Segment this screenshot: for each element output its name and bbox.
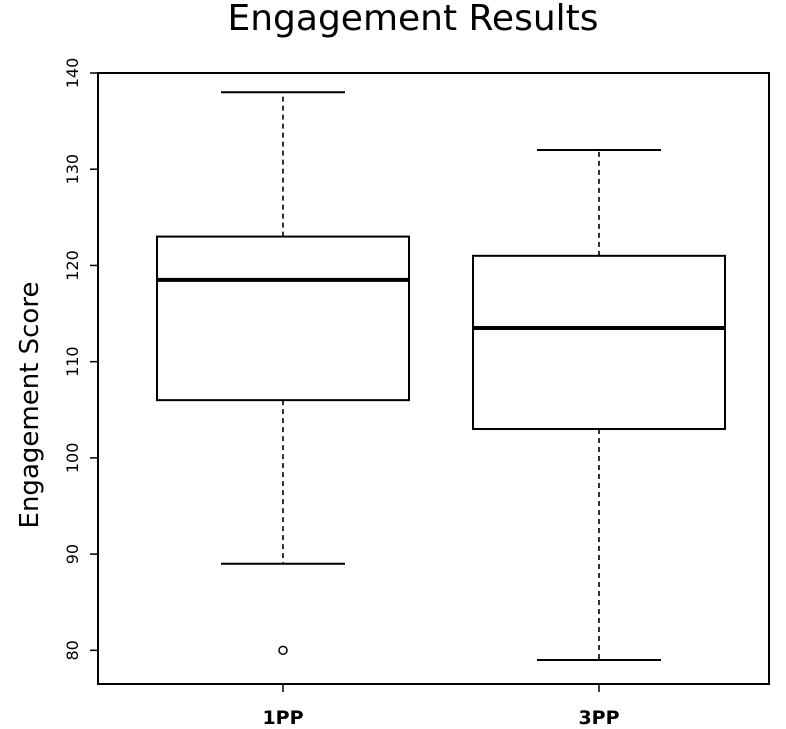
x-tick-label: 3PP (578, 707, 619, 729)
y-tick-label: 140 (63, 58, 82, 89)
x-tick-label: 1PP (262, 707, 303, 729)
y-tick-label: 120 (63, 250, 82, 281)
chart-title: Engagement Results (227, 0, 598, 39)
y-tick-label: 130 (63, 154, 82, 185)
y-axis-label: Engagement Score (15, 282, 45, 529)
outlier-point (278, 645, 288, 656)
box-iqr (472, 254, 726, 431)
chart-marks: 80 90 100 110 120 130 140 1PP 3PP (63, 58, 726, 729)
box-iqr (156, 235, 410, 402)
plot-frame (97, 72, 770, 685)
y-tick-label: 110 (63, 346, 82, 377)
y-tick-label: 80 (63, 640, 82, 660)
y-tick-label: 100 (63, 443, 82, 474)
y-tick-label: 90 (63, 544, 82, 564)
